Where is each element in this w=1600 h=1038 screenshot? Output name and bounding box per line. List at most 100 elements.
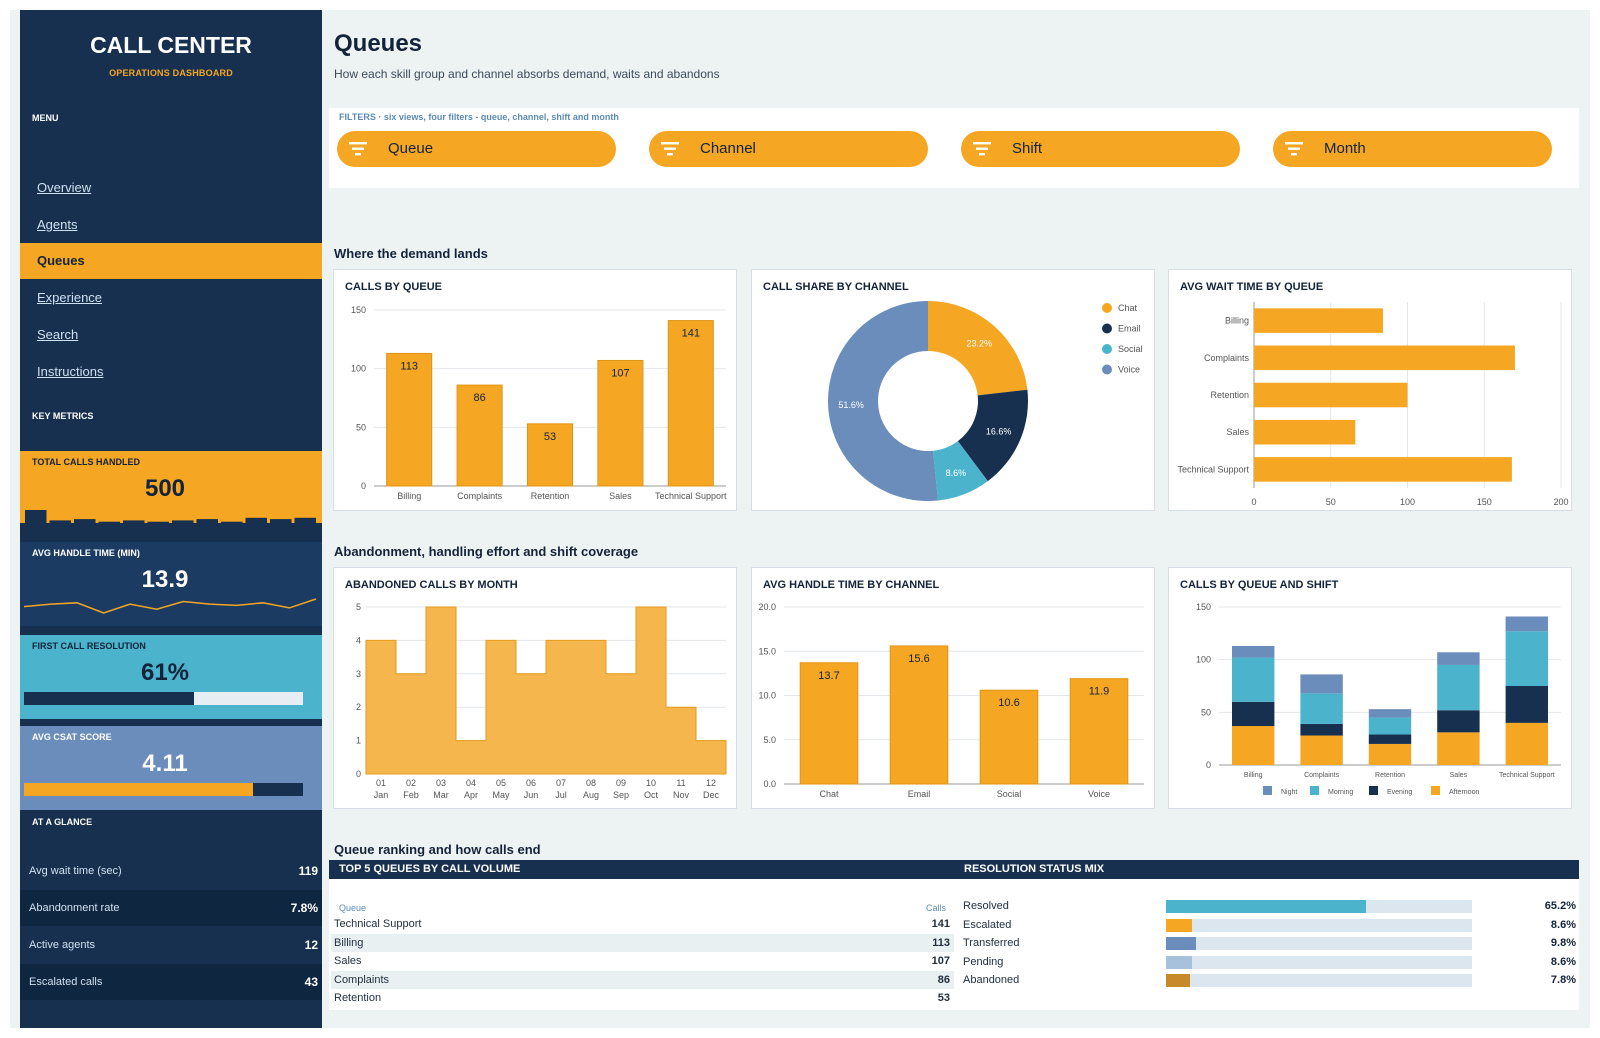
sidebar-item-search[interactable]: Search [37,327,79,342]
table-row: Retention 53 [331,989,954,1008]
x-tick-label: 07 [556,778,566,788]
bar [799,662,859,785]
y-tick-label: Technical Support [1177,464,1249,474]
kpi-progress-track [24,692,303,705]
y-tick-label: 150 [351,305,366,315]
bar-value-label: 13.7 [818,670,839,682]
y-tick-label: Retention [1210,390,1249,400]
queue-name: Billing [334,936,364,949]
y-tick-label: 20.0 [758,602,776,612]
x-tick-label: Billing [1244,772,1263,779]
call-count: 141 [931,918,950,930]
stacked-segment [1300,674,1343,694]
kpi-progress-fill [24,783,254,796]
section-heading-demand: Where the demand lands [334,246,488,261]
glance-value: 43 [304,975,318,989]
calls-by-queue-chart: 0 50 100 150 113 Billing 86 Complaints 53 Retenti… [351,305,727,501]
legend-label: Evening [1387,789,1412,796]
status-label: Abandoned [963,974,1020,987]
spark-bar [196,519,218,523]
x-tick-label: Retention [531,491,570,501]
x-tick-label: Apr [464,790,478,800]
legend-label: Email [1118,324,1141,334]
table-row: Complaints 86 [331,970,954,989]
legend-swatch [1102,303,1112,313]
sidebar-item-instructions[interactable]: Instructions [37,364,104,379]
month-filter-button[interactable]: Month [1273,131,1552,167]
page-title: Queues [334,30,423,57]
y-tick-label: 0 [356,769,361,779]
spark-bar [147,521,169,523]
shift-filter-button[interactable]: Shift [961,131,1240,167]
spark-baseline [20,523,322,535]
donut-slice [827,301,939,501]
glance-label: Abandonment rate [29,902,120,914]
x-tick-label: 12 [706,778,716,788]
slice-label: 23.2% [967,339,993,349]
x-tick-label: Oct [644,790,659,800]
x-tick-label: Complaints [457,491,503,501]
kpi-label: AVG HANDLE TIME (MIN) [32,548,140,558]
donut-slice [933,441,988,501]
sidebar-item-experience[interactable]: Experience [37,290,103,305]
y-tick-label: 0.0 [763,779,776,789]
filter-icon [661,142,679,156]
bar-value-label: 53 [544,431,556,443]
kpi-total-calls: TOTAL CALLS HANDLED 500 [20,451,322,535]
filter-bar: FILTERS · six views, four filters - queu… [329,108,1579,188]
chart-title: CALLS BY QUEUE AND SHIFT [1180,579,1339,591]
area-series [365,606,727,775]
stacked-segment [1231,701,1275,727]
x-tick-label: Aug [583,790,599,800]
sidebar-item-queues[interactable]: Queues [20,243,322,279]
status-value: 65.2% [1544,900,1576,912]
y-tick-label: 5 [356,602,361,612]
x-tick-label: 0 [1251,497,1256,507]
status-value: 7.8% [1550,974,1576,987]
legend-swatch [1431,786,1440,795]
glance-row: Avg wait time (sec) 119 [20,853,322,889]
chart-card-aht-channel: 0.0 5.0 10.0 15.0 20.0 13.7 Chat 15.6 Email 10.6 S… [751,567,1155,809]
y-tick-label: 3 [356,669,361,679]
queue-filter-button[interactable]: Queue [337,131,616,167]
bar [1254,419,1356,445]
sidebar-item-overview[interactable]: Overview [37,180,92,195]
stacked-segment [1300,693,1343,724]
kpi-label: AVG CSAT SCORE [32,732,112,742]
spark-bar [123,520,145,523]
x-tick-label: 10 [646,778,656,788]
status-bar-fill [1166,918,1193,932]
chart-title: ABANDONED CALLS BY MONTH [345,579,518,591]
bar-value-label: 15.6 [908,653,929,665]
chart-card-calls-by-queue: 0 50 100 150 113 Billing 86 Complaints 53 Retenti… [333,269,737,511]
sidebar-item-agents[interactable]: Agents [37,217,78,232]
bar [456,384,503,487]
x-tick-label: 02 [406,778,416,788]
legend-swatch [1102,344,1112,354]
y-tick-label: 2 [356,702,361,712]
channel-filter-button[interactable]: Channel [649,131,928,167]
chart-title: CALL SHARE BY CHANNEL [763,281,909,293]
filter-label: Month [1324,140,1366,157]
glance-row: Abandonment rate 7.8% [20,890,322,926]
bar [889,645,949,785]
y-tick-label: 1 [356,736,361,746]
status-bar-track [1166,955,1472,969]
chart-title: CALLS BY QUEUE [345,281,442,293]
filter-icon [1285,142,1303,156]
status-bar-track [1166,937,1472,951]
bar [1254,382,1408,408]
y-tick-label: Billing [1225,316,1249,326]
status-value: 8.6% [1550,918,1576,931]
stacked-segment [1505,616,1549,632]
spark-bar [221,521,243,523]
x-tick-label: Jun [524,790,539,800]
kpi-first-call-resolution: FIRST CALL RESOLUTION 61% [20,635,322,719]
y-tick-label: 0 [1206,760,1211,770]
at-a-glance-heading: AT A GLANCE [32,817,93,827]
queue-name: Retention [334,992,382,1004]
stacked-segment [1437,732,1480,765]
status-label: Transferred [963,937,1020,950]
bar [597,359,644,487]
x-tick-label: Feb [403,790,419,800]
